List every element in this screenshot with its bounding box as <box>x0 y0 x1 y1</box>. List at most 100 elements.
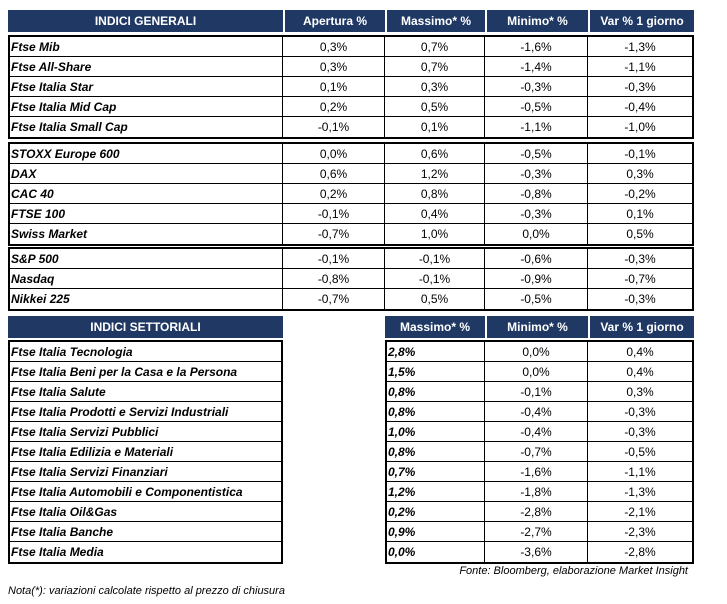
value-cell: 0,2% <box>283 184 385 204</box>
value-cell: 1,2% <box>385 164 485 184</box>
value-cell: -0,5% <box>485 97 588 117</box>
value-cell: 0,1% <box>588 204 692 224</box>
value-cell: -0,1% <box>485 382 588 402</box>
table-group: 2,8% 0,0% 0,4% 1,5% 0,0% 0,4% 0,8% -0,1% 0,3% 0,8… <box>385 340 694 564</box>
value-cell: 0,6% <box>385 144 485 164</box>
value-cell: -0,3% <box>588 402 692 422</box>
value-cell: 0,7% <box>385 37 485 57</box>
value-cell: 0,5% <box>626 227 654 241</box>
value-cell: 0,3% <box>283 57 385 77</box>
row-label: Ftse Mib <box>8 37 283 57</box>
value-cell: -2,3% <box>588 522 692 542</box>
value-cell: -0,5% <box>588 442 692 462</box>
value-cell: -1,3% <box>588 37 692 57</box>
value-cell: -0,3% <box>485 164 588 184</box>
value-cell: -0,7% <box>588 269 692 289</box>
row-label: 2,8% <box>385 342 485 362</box>
row-label: Ftse Italia Small Cap <box>8 117 283 137</box>
value-cell: -2,8% <box>624 545 656 559</box>
row-label: 0,8% <box>385 382 485 402</box>
column-header: Apertura % <box>285 10 385 32</box>
value-cell: -0,5% <box>485 144 588 164</box>
row-label: 1,2% <box>385 482 485 502</box>
value-cell: -0,3% <box>624 292 656 306</box>
row-label: FTSE 100 <box>8 204 283 224</box>
row-label: Ftse Italia Banche <box>8 522 281 542</box>
row-label: 0,9% <box>385 522 485 542</box>
value-cell: -1,4% <box>485 57 588 77</box>
row-label: Nikkei 225 <box>8 289 283 309</box>
value-cell: 0,5% <box>385 289 485 309</box>
row-label: S&P 500 <box>8 249 283 269</box>
row-label: STOXX Europe 600 <box>8 144 283 164</box>
value-cell: -0,4% <box>588 97 692 117</box>
value-cell: 0,6% <box>283 164 385 184</box>
source: Fonte: Bloomberg, elaborazione Market In… <box>459 565 688 577</box>
row-label: Ftse Italia Servizi Pubblici <box>8 422 281 442</box>
row-label: DAX <box>8 164 283 184</box>
value-cell: -0,1% <box>588 144 692 164</box>
value-cell: -0,7% <box>283 289 385 309</box>
value-cell: -0,8% <box>283 269 385 289</box>
value-cell: -1,3% <box>588 482 692 502</box>
value-cell: -0,9% <box>485 269 588 289</box>
table-group: Ftse Italia Tecnologia Ftse Italia Beni p… <box>8 340 283 564</box>
value-cell: 0,0% <box>283 144 385 164</box>
value-cell: 0,3% <box>588 382 692 402</box>
value-cell: -1,6% <box>485 37 588 57</box>
row-label: Ftse Italia Prodotti e Servizi Industria… <box>8 402 281 422</box>
value-cell: -1,1% <box>588 462 692 482</box>
value-cell: 0,4% <box>385 204 485 224</box>
row-label: Ftse Italia Beni per la Casa e la Person… <box>8 362 281 382</box>
column-header: Var % 1 giorno <box>590 10 694 32</box>
value-cell: -0,3% <box>588 422 692 442</box>
column-header: INDICI SETTORIALI <box>8 316 283 338</box>
row-label: Ftse Italia Media <box>11 545 104 559</box>
row-label: Swiss Market <box>8 224 283 244</box>
value-cell: 0,5% <box>385 97 485 117</box>
value-cell: -0,5% <box>485 289 588 309</box>
value-cell: -0,4% <box>485 402 588 422</box>
column-header: Minimo* % <box>487 10 588 32</box>
row-label: 0,2% <box>385 502 485 522</box>
row-label: 0,0% <box>385 542 485 562</box>
value-cell: 0,0% <box>485 342 588 362</box>
value-cell: -3,6% <box>485 542 588 562</box>
value-cell: -0,1% <box>283 249 385 269</box>
row-label: Ftse Italia Star <box>8 77 283 97</box>
row-label: 0,7% <box>385 462 485 482</box>
value-cell: 1,0% <box>385 224 485 244</box>
column-header: Var % 1 giorno <box>590 316 694 338</box>
row-label: 0,8% <box>385 402 485 422</box>
value-cell: -2,7% <box>485 522 588 542</box>
row-label: Nasdaq <box>8 269 283 289</box>
value-cell: -0,1% <box>385 249 485 269</box>
value-cell: -1,8% <box>485 482 588 502</box>
table-group: STOXX Europe 600 0,0% 0,6% -0,5% -0,1% DAX 0,6… <box>8 142 694 246</box>
value-cell: 0,4% <box>588 342 692 362</box>
column-header: Massimo* % <box>385 316 485 338</box>
row-label: CAC 40 <box>8 184 283 204</box>
value-cell: -2,1% <box>588 502 692 522</box>
value-cell: -1,6% <box>485 462 588 482</box>
value-cell: -0,1% <box>385 269 485 289</box>
column-header: Massimo* % <box>387 10 485 32</box>
row-label: Ftse Italia Tecnologia <box>8 342 281 362</box>
value-cell: -0,2% <box>588 184 692 204</box>
value-cell: -0,3% <box>485 204 588 224</box>
value-cell: -0,1% <box>283 204 385 224</box>
value-cell: 0,3% <box>283 37 385 57</box>
value-cell: -0,7% <box>485 442 588 462</box>
value-cell: -0,7% <box>283 224 385 244</box>
value-cell: -0,4% <box>485 422 588 442</box>
row-label: Ftse All-Share <box>8 57 283 77</box>
row-label: 1,5% <box>385 362 485 382</box>
value-cell: -0,8% <box>485 184 588 204</box>
value-cell: 0,2% <box>283 97 385 117</box>
value-cell: -2,8% <box>485 502 588 522</box>
value-cell: -0,6% <box>485 249 588 269</box>
row-label: Ftse Italia Automobili e Componentistica <box>8 482 281 502</box>
row-label: Ftse Italia Oil&Gas <box>8 502 281 522</box>
value-cell: -1,1% <box>485 117 588 137</box>
